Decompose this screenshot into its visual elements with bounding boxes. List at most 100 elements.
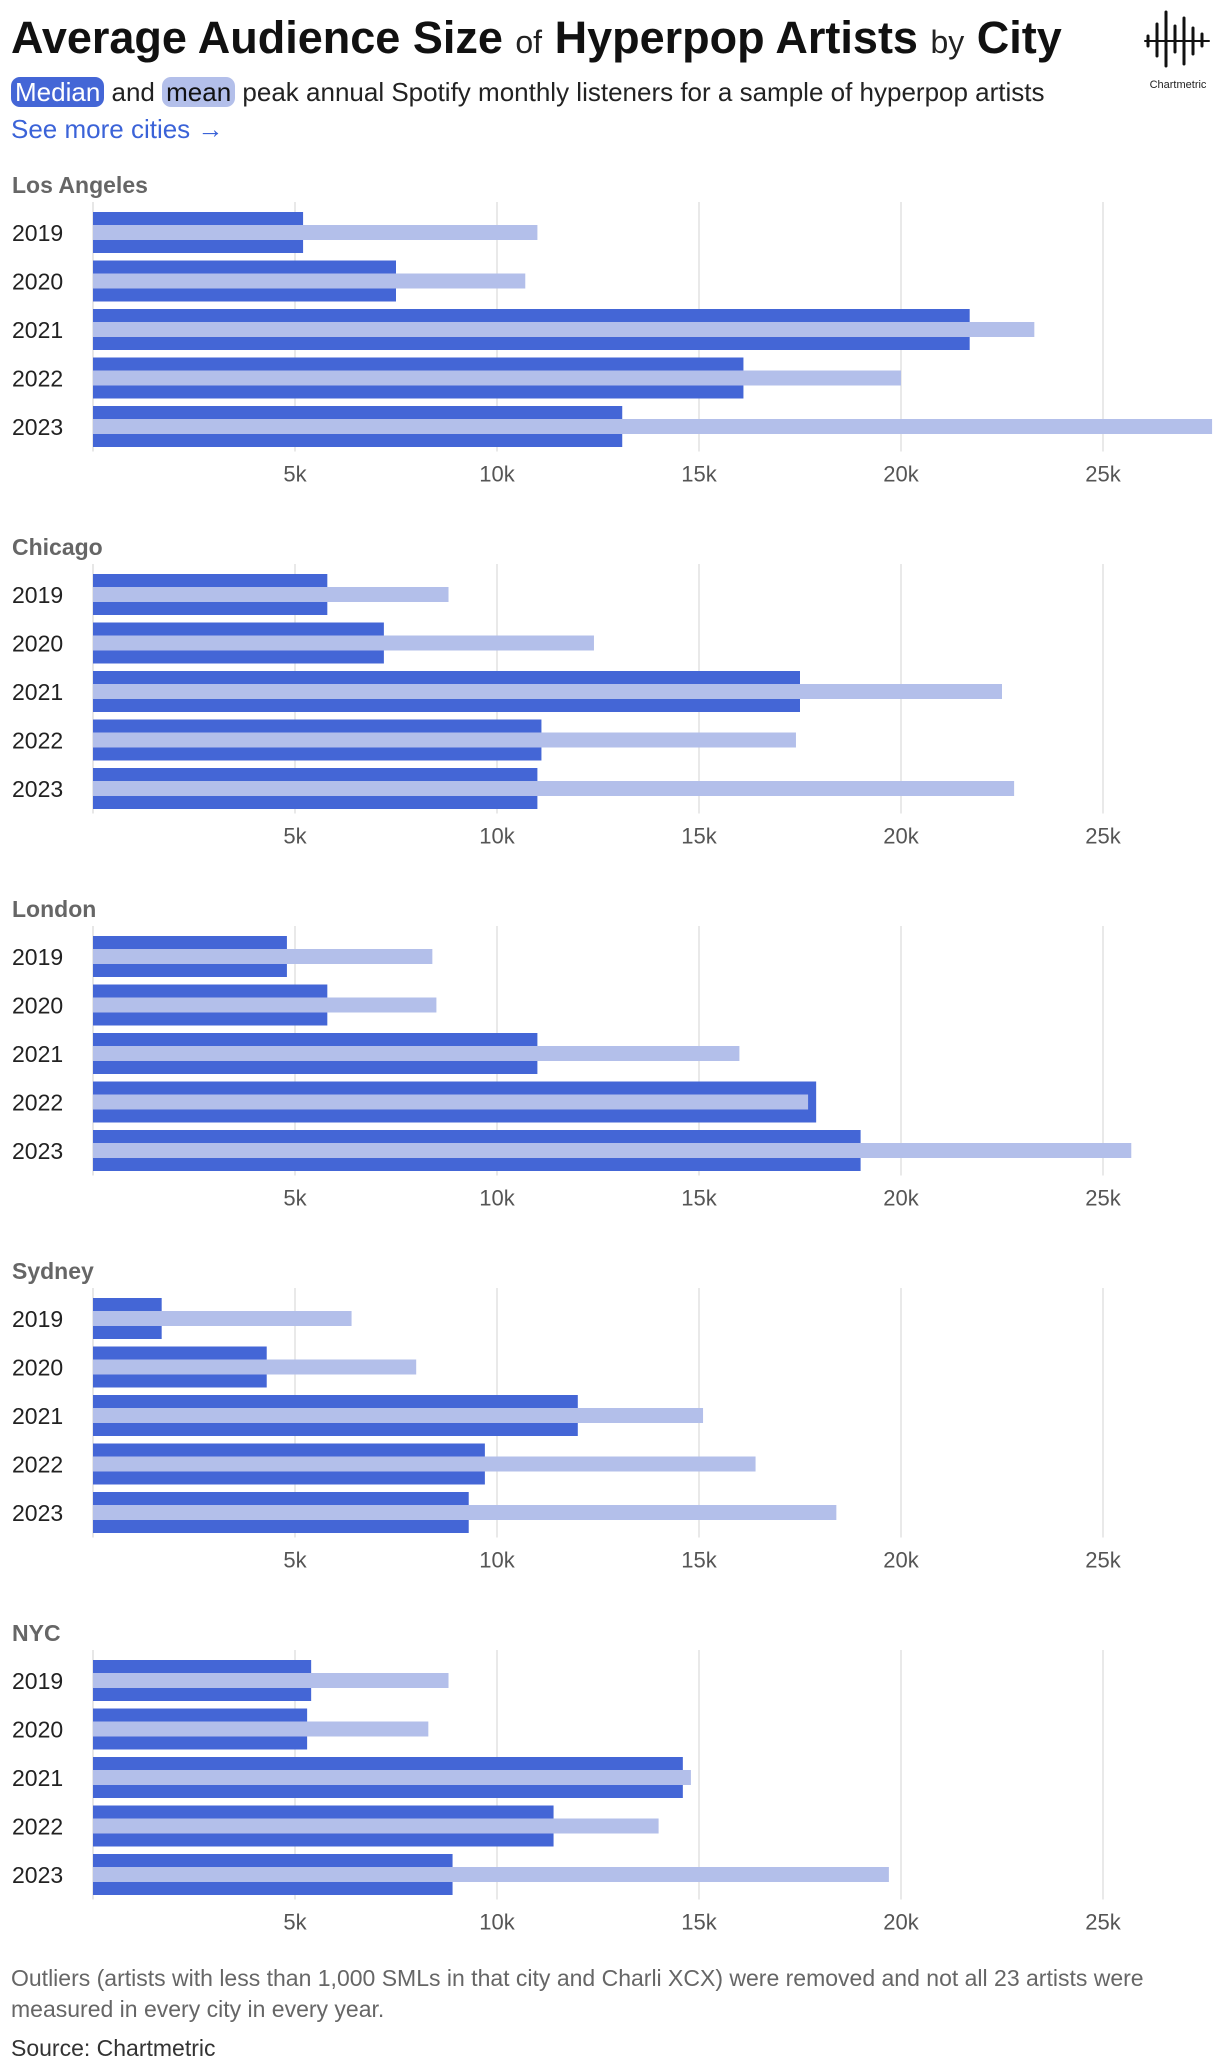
- page-title: Average Audience Size of Hyperpop Artist…: [11, 8, 1211, 72]
- chart-footer: Outliers (artists with less than 1,000 S…: [11, 1963, 1211, 2064]
- year-label-nyc-2020: 2020: [12, 1717, 63, 1743]
- mean-bar-chicago-2021: [93, 684, 1002, 699]
- x-tick-label-nyc-20k: 20k: [883, 1910, 919, 1935]
- subtitle-and: and: [111, 77, 155, 107]
- year-label-nyc-2022: 2022: [12, 1814, 63, 1840]
- subtitle: Median and mean peak annual Spotify mont…: [11, 72, 1211, 112]
- mean-bar-nyc-2020: [93, 1721, 429, 1737]
- mean-bar-chicago-2022: [93, 732, 796, 748]
- year-label-sydney-2020: 2020: [12, 1355, 63, 1381]
- year-label-nyc-2023: 2023: [12, 1862, 63, 1888]
- title-part-1: Average Audience Size: [11, 12, 503, 63]
- source-line: Source: Chartmetric: [11, 2035, 216, 2061]
- year-label-chicago-2023: 2023: [12, 776, 63, 802]
- x-tick-label-sydney-20k: 20k: [883, 1548, 919, 1573]
- year-label-los-angeles-2021: 2021: [12, 317, 63, 343]
- mean-bar-nyc-2022: [93, 1818, 659, 1834]
- mean-bar-los-angeles-2023: [93, 419, 1213, 434]
- mean-bar-london-2019: [93, 949, 433, 964]
- year-label-sydney-2022: 2022: [12, 1452, 63, 1478]
- mean-bar-sydney-2021: [93, 1408, 704, 1423]
- year-label-los-angeles-2019: 2019: [12, 220, 63, 246]
- mean-bar-london-2020: [93, 997, 437, 1013]
- title-part-2: of: [515, 24, 543, 60]
- year-label-london-2023: 2023: [12, 1138, 63, 1164]
- x-tick-label-london-25k: 25k: [1085, 1186, 1121, 1211]
- city-label-sydney: Sydney: [12, 1258, 94, 1284]
- mean-bar-nyc-2023: [93, 1867, 889, 1882]
- x-tick-label-chicago-20k: 20k: [883, 824, 919, 849]
- logo-label: Chartmetric: [1149, 79, 1207, 91]
- mean-legend-chip: mean: [162, 77, 236, 107]
- bar-charts: Los Angeles 2019 2020 2021 2022 2023 5k 10k 15k 2…: [12, 172, 1213, 1935]
- x-tick-label-nyc-25k: 25k: [1085, 1910, 1121, 1935]
- x-tick-label-sydney-25k: 25k: [1085, 1548, 1121, 1573]
- mean-bar-los-angeles-2020: [93, 273, 526, 289]
- year-label-los-angeles-2020: 2020: [12, 269, 63, 295]
- title-part-5: City: [976, 12, 1062, 63]
- year-label-chicago-2021: 2021: [12, 679, 63, 705]
- mean-bar-nyc-2021: [93, 1770, 691, 1785]
- x-tick-label-chicago-10k: 10k: [479, 824, 515, 849]
- see-more-cities-link[interactable]: See more cities →: [11, 114, 224, 144]
- x-tick-label-london-5k: 5k: [283, 1186, 307, 1211]
- x-tick-label-nyc-15k: 15k: [681, 1910, 717, 1935]
- year-label-los-angeles-2023: 2023: [12, 414, 63, 440]
- x-tick-label-sydney-15k: 15k: [681, 1548, 717, 1573]
- city-label-chicago: Chicago: [12, 534, 103, 560]
- mean-bar-chicago-2020: [93, 635, 594, 651]
- x-tick-label-london-20k: 20k: [883, 1186, 919, 1211]
- year-label-chicago-2020: 2020: [12, 631, 63, 657]
- city-label-los-angeles: Los Angeles: [12, 172, 148, 198]
- city-label-nyc: NYC: [12, 1620, 61, 1646]
- mean-bar-sydney-2019: [93, 1311, 352, 1326]
- title-part-3: Hyperpop Artists: [554, 12, 918, 63]
- x-tick-label-los-angeles-5k: 5k: [283, 462, 307, 487]
- mean-bar-los-angeles-2022: [93, 370, 901, 386]
- year-label-los-angeles-2022: 2022: [12, 366, 63, 392]
- mean-bar-sydney-2023: [93, 1505, 837, 1520]
- x-tick-label-nyc-10k: 10k: [479, 1910, 515, 1935]
- year-label-sydney-2023: 2023: [12, 1500, 63, 1526]
- mean-bar-london-2021: [93, 1046, 740, 1061]
- mean-bar-los-angeles-2021: [93, 322, 1035, 337]
- mean-bar-sydney-2022: [93, 1456, 756, 1472]
- chartmetric-logo: Chartmetric: [1140, 6, 1216, 91]
- mean-bar-los-angeles-2019: [93, 225, 538, 240]
- year-label-nyc-2021: 2021: [12, 1765, 63, 1791]
- x-tick-label-nyc-5k: 5k: [283, 1910, 307, 1935]
- x-tick-label-london-15k: 15k: [681, 1186, 717, 1211]
- mean-bar-london-2023: [93, 1143, 1132, 1158]
- x-tick-label-los-angeles-20k: 20k: [883, 462, 919, 487]
- year-label-nyc-2019: 2019: [12, 1668, 63, 1694]
- x-tick-label-chicago-15k: 15k: [681, 824, 717, 849]
- mean-bar-london-2022: [93, 1094, 809, 1110]
- x-tick-label-london-10k: 10k: [479, 1186, 515, 1211]
- x-tick-label-sydney-5k: 5k: [283, 1548, 307, 1573]
- city-label-london: London: [12, 896, 96, 922]
- x-tick-label-los-angeles-15k: 15k: [681, 462, 717, 487]
- x-tick-label-chicago-5k: 5k: [283, 824, 307, 849]
- mean-bar-chicago-2019: [93, 587, 449, 602]
- x-tick-label-los-angeles-25k: 25k: [1085, 462, 1121, 487]
- median-legend-chip: Median: [11, 77, 105, 107]
- year-label-chicago-2019: 2019: [12, 582, 63, 608]
- year-label-london-2020: 2020: [12, 993, 63, 1019]
- year-label-chicago-2022: 2022: [12, 728, 63, 754]
- mean-bar-nyc-2019: [93, 1673, 449, 1688]
- year-label-london-2019: 2019: [12, 944, 63, 970]
- year-label-sydney-2021: 2021: [12, 1403, 63, 1429]
- year-label-sydney-2019: 2019: [12, 1306, 63, 1332]
- footnote: Outliers (artists with less than 1,000 S…: [11, 1965, 1144, 2022]
- year-label-london-2021: 2021: [12, 1041, 63, 1067]
- x-tick-label-chicago-25k: 25k: [1085, 824, 1121, 849]
- year-label-london-2022: 2022: [12, 1090, 63, 1116]
- title-part-4: by: [930, 24, 965, 60]
- mean-bar-chicago-2023: [93, 781, 1015, 796]
- x-tick-label-sydney-10k: 10k: [479, 1548, 515, 1573]
- chartmetric-waveform-icon: [1144, 10, 1210, 68]
- subtitle-rest: peak annual Spotify monthly listeners fo…: [242, 77, 1045, 107]
- chart-header: Average Audience Size of Hyperpop Artist…: [11, 8, 1211, 146]
- mean-bar-sydney-2020: [93, 1359, 417, 1375]
- x-tick-label-los-angeles-10k: 10k: [479, 462, 515, 487]
